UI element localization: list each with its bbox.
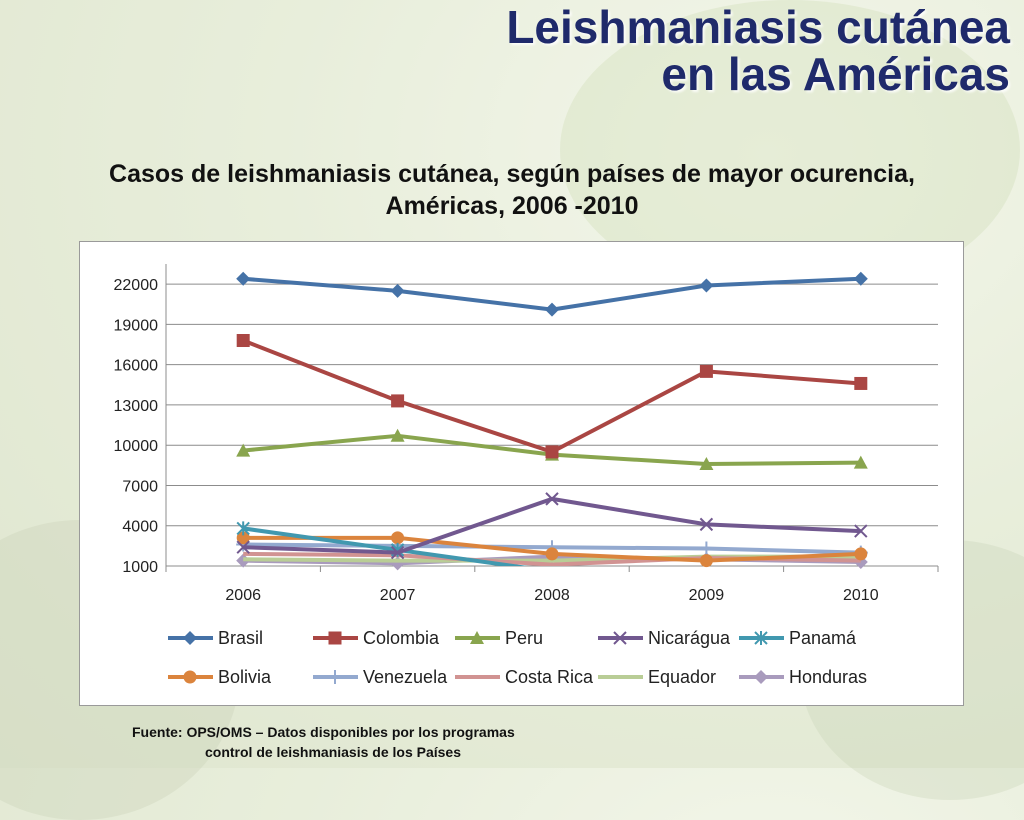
data-point-brasil bbox=[545, 302, 559, 317]
series-line-panamá bbox=[242, 526, 528, 566]
chart-title: Casos de leishmaniasis cutánea, según pa… bbox=[0, 158, 1024, 222]
legend-label: Honduras bbox=[789, 667, 867, 687]
data-point-brasil bbox=[390, 283, 405, 298]
legend-marker bbox=[754, 670, 768, 684]
data-point-peru bbox=[390, 428, 405, 442]
legend-marker bbox=[613, 631, 627, 645]
data-point-brasil bbox=[236, 271, 251, 286]
data-point-colombia bbox=[545, 445, 559, 459]
slide-title: Leishmaniasis cutánea en las Américas bbox=[506, 4, 1010, 98]
y-tick-label: 16000 bbox=[114, 358, 159, 375]
y-tick-label: 7000 bbox=[122, 478, 158, 495]
data-point-brasil bbox=[853, 271, 868, 286]
y-tick-label: 10000 bbox=[114, 438, 159, 455]
data-point-peru bbox=[699, 456, 714, 470]
x-tick-label: 2008 bbox=[534, 587, 570, 604]
x-tick-label: 2006 bbox=[225, 587, 261, 604]
data-point-peru bbox=[853, 455, 868, 469]
y-tick-label: 4000 bbox=[122, 519, 158, 536]
x-tick-label: 2007 bbox=[380, 587, 416, 604]
y-tick-label: 22000 bbox=[114, 277, 159, 294]
data-point-colombia bbox=[236, 334, 250, 348]
legend-marker bbox=[470, 631, 484, 644]
line-chart: 1000 4000 7000 10000 13000 16000 19000 22000 200… bbox=[114, 264, 939, 687]
y-tick-label: 19000 bbox=[114, 317, 159, 334]
data-point-brasil bbox=[699, 278, 714, 293]
source-line2: control de leishmaniasis de los Países bbox=[205, 744, 461, 760]
data-point-panamá bbox=[236, 521, 250, 536]
y-tick-label: 13000 bbox=[114, 398, 159, 415]
data-point-colombia bbox=[854, 376, 868, 390]
source-line1: Fuente: OPS/OMS – Datos disponibles por … bbox=[132, 724, 515, 740]
source-note: Fuente: OPS/OMS – Datos disponibles por … bbox=[132, 722, 515, 762]
data-point-nicarágua bbox=[545, 492, 559, 506]
data-point-nicarágua bbox=[699, 517, 714, 532]
legend-label: Costa Rica bbox=[505, 667, 594, 687]
legend-marker bbox=[328, 670, 342, 684]
legend-label: Venezuela bbox=[363, 667, 448, 687]
data-point-colombia bbox=[391, 394, 405, 408]
data-point-bolivia bbox=[236, 531, 250, 545]
data-point-nicarágua bbox=[854, 524, 868, 538]
data-point-colombia bbox=[699, 364, 713, 378]
data-point-peru bbox=[236, 443, 251, 457]
data-point-bolivia bbox=[391, 531, 405, 545]
data-point-bolivia bbox=[854, 547, 868, 561]
legend-label: Peru bbox=[505, 628, 543, 648]
data-point-nicarágua bbox=[236, 540, 250, 554]
x-tick-label: 2010 bbox=[843, 587, 879, 604]
y-tick-label: 1000 bbox=[122, 559, 158, 576]
legend-label: Brasil bbox=[218, 628, 263, 648]
legend-marker bbox=[328, 631, 342, 645]
x-tick-label: 2009 bbox=[689, 587, 725, 604]
legend-marker bbox=[183, 631, 197, 645]
chart-container: 1000 4000 7000 10000 13000 16000 19000 22000 200… bbox=[79, 241, 964, 706]
legend-label: Colombia bbox=[363, 628, 440, 648]
slide-title-line2: en las Américas bbox=[661, 48, 1010, 100]
legend-marker bbox=[754, 631, 768, 645]
legend-label: Nicarágua bbox=[648, 628, 731, 648]
data-point-bolivia bbox=[545, 547, 559, 561]
chart-title-line1: Casos de leishmaniasis cutánea, según pa… bbox=[109, 160, 915, 188]
legend-label: Bolivia bbox=[218, 667, 272, 687]
data-point-venezuela bbox=[699, 541, 714, 556]
legend-label: Panamá bbox=[789, 628, 857, 648]
chart-title-line2: Américas, 2006 -2010 bbox=[385, 192, 639, 220]
series-line-colombia bbox=[242, 338, 861, 454]
data-point-bolivia bbox=[699, 554, 713, 568]
legend-label: Equador bbox=[648, 667, 716, 687]
slide-title-line1: Leishmaniasis cutánea bbox=[506, 1, 1010, 53]
data-point-nicarágua bbox=[390, 545, 405, 560]
legend-marker bbox=[183, 670, 197, 684]
